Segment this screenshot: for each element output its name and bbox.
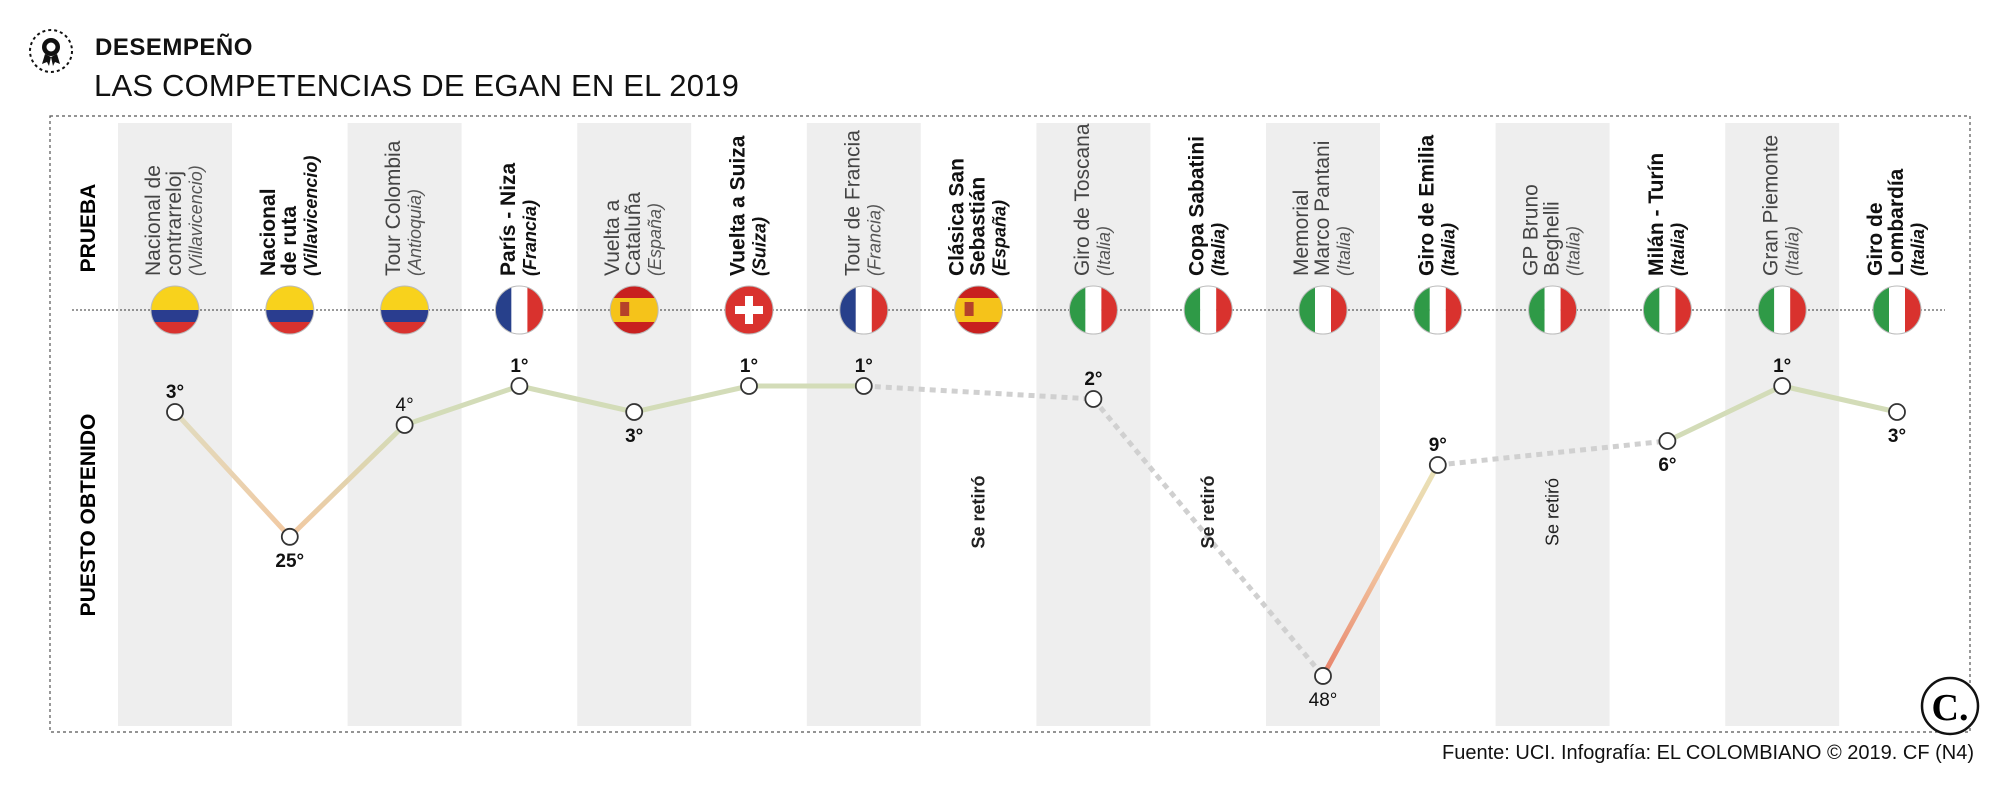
race-label: GP BrunoBeghelli(Italia) [1520,184,1584,276]
result-point [1888,403,1906,421]
result-point [1773,377,1792,395]
spain-flag-icon [609,285,659,335]
switzerland-flag-icon [724,285,774,335]
france-flag-icon [494,285,544,335]
race-label: Tour de Francia(Francia) [841,130,884,276]
race-label: Nacionalde ruta(Villavicencio) [257,156,321,276]
column-stripe [577,123,692,726]
column-stripe [1036,123,1151,726]
retired-gap-line [1091,397,1325,678]
ribbon-medal-icon [29,29,73,73]
italy-flag-icon [1642,285,1692,335]
colombia-flag-icon [265,285,315,335]
italy-flag-icon [1757,285,1807,335]
italy-flag-icon [1298,285,1348,335]
retired-label: Se retiró [1198,475,1218,548]
page-title: LAS COMPETENCIAS DE EGAN EN EL 2019 [94,68,740,103]
chart-frame [49,115,1971,733]
place-label: 3° [166,382,184,403]
italy-flag-icon [1183,285,1233,335]
place-label: 1° [740,356,758,377]
result-point [740,377,758,395]
place-label: 1° [510,356,528,377]
result-line [402,383,522,428]
result-point [1314,667,1332,685]
place-label: 3° [625,426,643,447]
italy-flag-icon [1068,285,1118,335]
result-line [287,422,408,540]
result-point [1428,456,1447,474]
place-label: 9° [1429,435,1447,456]
race-label: Vuelta a Suiza(Suiza) [727,135,770,276]
result-line [516,383,637,415]
race-label: Milán - Turín(Italia) [1645,153,1688,276]
colombia-flag-icon [150,285,200,335]
place-label: 2° [1084,369,1102,390]
place-label: 4° [396,395,414,416]
race-label: Clásica SanSebastián(España) [946,158,1010,276]
race-label: Tour Colombia(Antioquia) [382,140,425,276]
result-line [631,383,752,415]
column-stripe [1725,123,1840,726]
el-colombiano-logo: C. [1920,676,1980,736]
race-label: París - Niza(Francia) [497,162,540,276]
race-label: Nacional decontrarreloj(Villavicencio) [142,165,206,276]
retired-gap-line [863,383,1094,402]
kicker: DESEMPEÑO [95,34,253,61]
result-point [854,377,873,395]
place-label: 1° [855,356,873,377]
spain-flag-icon [954,285,1004,335]
race-label: MemorialMarco Pantani(Italia) [1290,141,1354,276]
italy-flag-icon [1413,285,1463,335]
race-label: Copa Sabatini(Italia) [1186,136,1229,276]
retired-gap-line [1437,438,1668,468]
column-stripe [1495,123,1610,726]
france-flag-icon [839,285,889,335]
race-label: Giro de Emilia(Italia) [1415,134,1458,276]
retired-label: Se retiró [1543,478,1563,546]
result-point [395,416,414,434]
place-label: 3° [1888,426,1906,447]
race-label: Vuelta aCataluña(España) [601,192,665,276]
place-label: 1° [1773,356,1791,377]
result-line [172,409,293,540]
row-label-prueba: PRUEBA [77,184,100,273]
result-point [1084,390,1103,408]
result-point [510,377,529,395]
italy-flag-icon [1528,285,1578,335]
retired-label: Se retiró [969,475,989,548]
race-label: Giro de Toscana(Italia) [1071,123,1114,276]
result-point [1658,432,1677,450]
place-label: 48° [1309,690,1338,711]
race-label: Gran Piemonte(Italia) [1760,135,1803,276]
result-point [166,403,184,421]
source-credit: Fuente: UCI. Infografía: EL COLOMBIANO ©… [1442,742,1974,764]
logo-text: C. [1932,687,1969,729]
place-label: 6° [1658,455,1676,476]
column-stripe [806,123,921,726]
place-label: 25° [275,551,304,572]
result-point [625,403,644,421]
row-label-puesto: PUESTO OBTENIDO [77,414,100,617]
race-label: Giro deLombardía(Italia) [1864,168,1928,276]
result-point [280,527,299,546]
result-line [1320,462,1441,679]
colombia-flag-icon [380,285,430,335]
italy-flag-icon [1872,285,1922,335]
result-line [1664,383,1785,444]
column-stripe [1266,123,1380,726]
column-stripe [118,123,232,726]
result-line [1779,383,1900,415]
